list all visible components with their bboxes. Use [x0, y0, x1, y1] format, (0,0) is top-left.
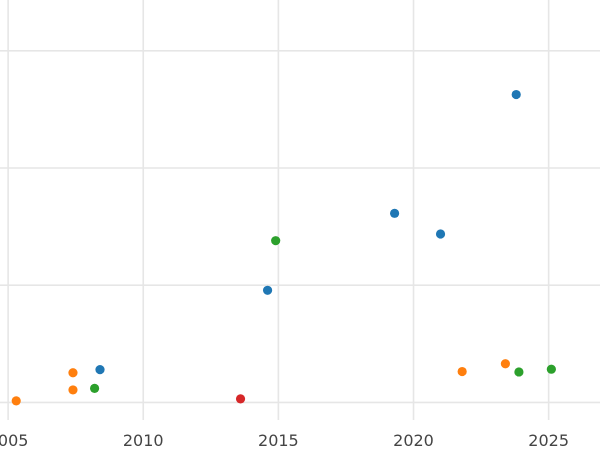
data-point [511, 89, 521, 100]
data-point [95, 365, 105, 375]
data-point [514, 367, 524, 377]
data-point [262, 285, 273, 295]
data-point [89, 383, 100, 393]
data-point [271, 236, 281, 246]
data-point [500, 359, 511, 369]
x-axis-tick-labels: 2005 2010 2015 2020 2025 [0, 431, 569, 450]
x-tick-label: 2020 [393, 431, 434, 450]
data-point [457, 366, 467, 377]
data-points [11, 89, 556, 406]
data-point [435, 229, 446, 239]
data-point [11, 396, 21, 406]
x-tick-label: 2025 [528, 431, 569, 450]
data-point [546, 364, 556, 374]
x-tick-label: 2015 [258, 431, 299, 450]
grid [0, 0, 600, 420]
data-point [235, 394, 246, 404]
x-tick-label: 2010 [123, 431, 164, 450]
data-point [68, 385, 78, 395]
data-point [389, 208, 400, 218]
data-point [68, 368, 78, 378]
x-tick-label: 2005 [0, 431, 28, 450]
